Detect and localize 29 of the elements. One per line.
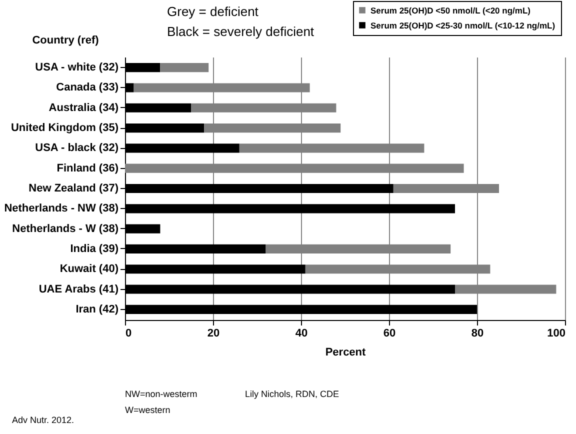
y-tick-label: Kuwait (40) [60,263,119,276]
y-tick-label: United Kingdom (35) [10,122,119,134]
legend-label: Serum 25(OH)D <25-30 nmol/L (<10-12 ng/mL) [370,20,556,30]
y-tick-label: Finland (36) [56,162,119,174]
x-tick-label: 40 [295,328,308,340]
y-tick-label: UAE Arabs (41) [38,283,119,296]
legend-label: Serum 25(OH)D <50 nmol/L (<20 ng/mL) [370,5,531,16]
text: Black = severely deficient [167,24,314,39]
y-tick-label: Iran (42) [76,303,119,316]
x-tick-label: 0 [126,328,132,340]
text: Lily Nichols, RDN, CDE [245,389,340,399]
text: Grey = deficient [167,4,259,19]
x-tick-label: 100 [547,328,566,340]
x-tick-label: 80 [471,328,484,340]
y-tick-label: Canada (33) [56,82,119,94]
text: NW=non-westerm [125,389,198,399]
y-axis-title: Country (ref) [32,34,100,46]
y-tick-label: Netherlands - NW (38) [4,202,119,215]
x-tick-label: 60 [383,328,396,340]
text: Adv Nutr. 2012. [12,415,74,425]
y-tick-label: USA - black (32) [35,142,119,154]
y-tick-label: Australia (34) [48,102,119,114]
x-tick-label: 20 [207,328,220,340]
y-tick-label: USA - white (32) [35,62,119,74]
x-axis-title: Percent [325,346,366,358]
text: W=western [125,405,170,415]
y-tick-label: New Zealand (37) [28,182,119,194]
y-tick-label: Netherlands - W (38) [12,222,119,235]
y-tick-label: India (39) [70,242,119,255]
